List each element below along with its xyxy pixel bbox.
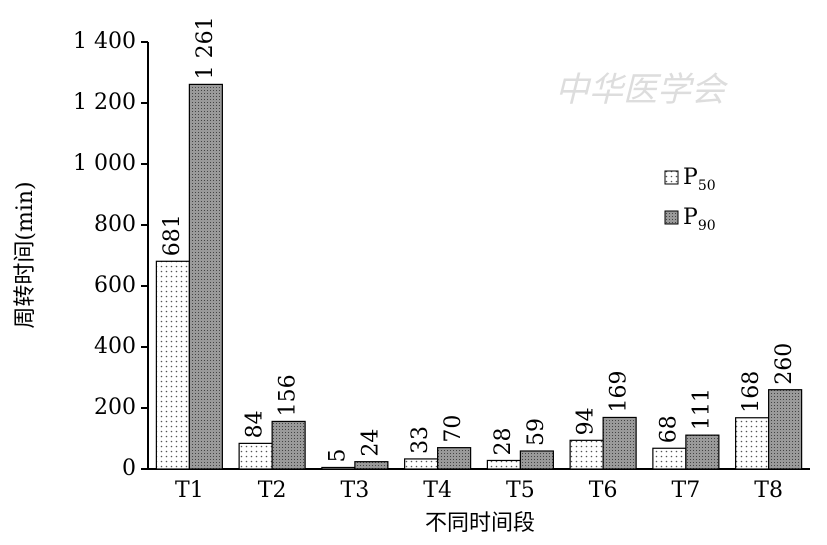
- bar: [404, 458, 439, 470]
- bar: [437, 447, 472, 470]
- y-tick-label: 1 400: [73, 29, 136, 54]
- value-label: 5: [325, 448, 350, 462]
- value-label: 70: [441, 415, 466, 443]
- y-tick-label: 1 200: [73, 90, 136, 115]
- bar: [271, 420, 306, 470]
- value-label: 59: [524, 418, 549, 446]
- value-label: 111: [689, 388, 714, 430]
- bar: [354, 461, 389, 470]
- x-tick-label: T7: [672, 478, 701, 503]
- value-label: 84: [243, 410, 268, 438]
- value-label: 94: [574, 407, 599, 435]
- x-axis-title: 不同时间段: [425, 511, 535, 536]
- x-tick-label: T5: [506, 478, 535, 503]
- bar: [188, 83, 223, 470]
- bar: [238, 442, 273, 470]
- x-tick-label: T8: [754, 478, 783, 503]
- value-label: 169: [607, 370, 632, 412]
- legend-swatch: [664, 210, 679, 225]
- value-label: 168: [739, 371, 764, 413]
- x-tick-label: T1: [175, 478, 204, 503]
- bar: [569, 439, 604, 470]
- y-axis-title: 周转时间(min): [13, 181, 38, 328]
- y-tick-label: 600: [94, 273, 136, 298]
- bar: [486, 459, 521, 470]
- value-label: 260: [772, 343, 797, 385]
- bar: [652, 447, 687, 470]
- y-tick-label: 0: [122, 456, 136, 481]
- watermark: 中华医学会: [555, 70, 729, 110]
- legend-label: P90: [683, 205, 716, 234]
- y-tick-label: 800: [94, 212, 136, 237]
- x-tick-label: T4: [423, 478, 452, 503]
- bar: [735, 417, 770, 470]
- x-tick-label: T6: [589, 478, 618, 503]
- y-tick-label: 400: [94, 334, 136, 359]
- value-label: 33: [408, 426, 433, 454]
- value-label: 28: [491, 427, 516, 455]
- value-label: 1 261: [193, 16, 218, 79]
- bar: [768, 389, 803, 470]
- value-label: 156: [276, 374, 301, 416]
- value-label: 68: [656, 415, 681, 443]
- y-tick-label: 200: [94, 395, 136, 420]
- legend-label: P50: [683, 165, 716, 194]
- legend-swatch: [664, 170, 679, 185]
- bar: [602, 416, 637, 470]
- bar: [321, 466, 356, 470]
- x-tick-label: T2: [258, 478, 287, 503]
- x-tick-label: T3: [341, 478, 370, 503]
- bar: [519, 450, 554, 470]
- value-label: 24: [358, 429, 383, 457]
- value-label: 681: [160, 214, 185, 256]
- bar: [155, 260, 190, 470]
- y-tick-label: 1 000: [73, 151, 136, 176]
- bar: [685, 434, 720, 470]
